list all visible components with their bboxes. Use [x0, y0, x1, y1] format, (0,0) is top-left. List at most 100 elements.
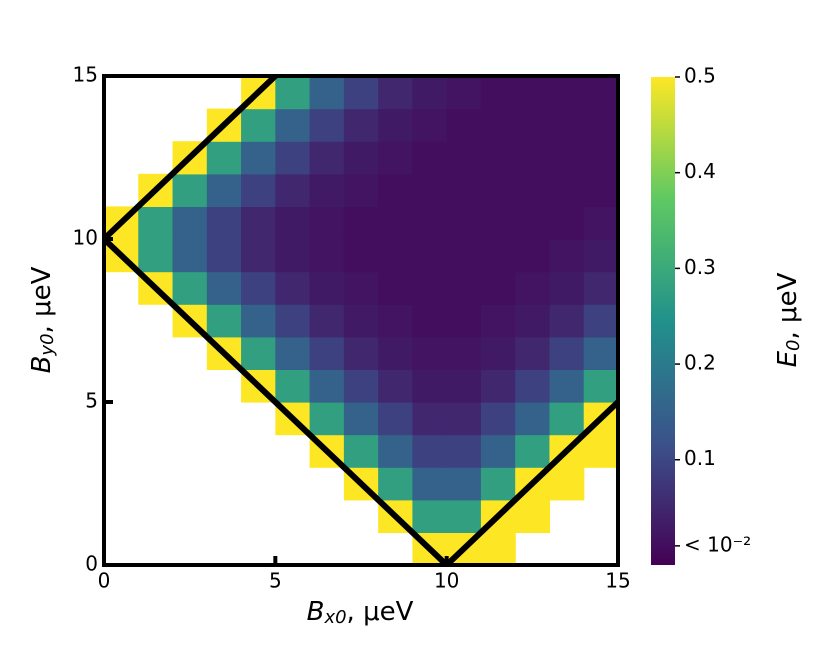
cell [378, 467, 413, 501]
x-tick-label: 5 [269, 569, 282, 593]
cell [480, 304, 516, 338]
x-tick-label: 0 [98, 569, 111, 593]
cell [378, 369, 413, 403]
y-label-sub: y0 [37, 333, 58, 356]
cell [446, 369, 482, 403]
cell [343, 336, 379, 370]
cell [206, 239, 242, 273]
cell [446, 173, 482, 207]
cell [378, 76, 413, 110]
cell [515, 173, 551, 207]
cell [275, 304, 311, 338]
cell [480, 271, 516, 305]
cell [583, 369, 618, 403]
cell [515, 239, 551, 273]
cell [412, 206, 448, 240]
cell [446, 402, 482, 436]
cell [515, 434, 551, 468]
cell [549, 239, 585, 273]
cell [241, 239, 276, 273]
cell [206, 206, 242, 240]
cell [275, 108, 311, 142]
cell [480, 108, 516, 142]
cell [206, 141, 242, 175]
cell [275, 206, 311, 240]
cell [172, 173, 208, 207]
cell [480, 206, 516, 240]
cell [412, 434, 448, 468]
cell [309, 173, 345, 207]
cell [378, 271, 413, 305]
cell [480, 402, 516, 436]
cell [515, 76, 551, 110]
cell [549, 206, 585, 240]
cell [515, 402, 551, 436]
boundary-line [444, 399, 618, 565]
cell [378, 173, 413, 207]
cell [583, 173, 618, 207]
cell [172, 239, 208, 273]
cell [309, 369, 345, 403]
cell [446, 304, 482, 338]
cell [583, 336, 618, 370]
cell [446, 108, 482, 142]
plot-frame [102, 74, 620, 567]
cell [343, 304, 379, 338]
x-axis-label: Bx0, μeV [307, 597, 414, 629]
cell [583, 434, 618, 468]
cell [412, 304, 448, 338]
cell [309, 271, 345, 305]
colorbar-label: E0, μeV [773, 272, 805, 367]
cell [412, 467, 448, 501]
cell [343, 76, 379, 110]
cell [549, 271, 585, 305]
cell [446, 206, 482, 240]
cell [378, 239, 413, 273]
cell [583, 271, 618, 305]
cell [446, 239, 482, 273]
cell [412, 141, 448, 175]
y-label-symbol: B [27, 356, 57, 374]
cell [206, 304, 242, 338]
y-tick-label: 0 [85, 552, 98, 576]
cell [480, 532, 516, 565]
heatmap [104, 76, 618, 565]
cell [583, 141, 618, 175]
cell [172, 206, 208, 240]
cell [378, 434, 413, 468]
cell [480, 336, 516, 370]
cell [343, 173, 379, 207]
colorbar-tick-label: 0.1 [684, 446, 716, 470]
x-label-sub: x0 [323, 607, 346, 628]
cell [480, 239, 516, 273]
cell [480, 141, 516, 175]
cell [549, 304, 585, 338]
cell [343, 141, 379, 175]
cell [343, 271, 379, 305]
cell [241, 173, 276, 207]
x-label-symbol: B [307, 597, 325, 627]
x-tick-label: 15 [605, 569, 630, 593]
cell [378, 206, 413, 240]
cell [446, 434, 482, 468]
cell [412, 76, 448, 110]
cell [446, 336, 482, 370]
cell [480, 173, 516, 207]
cell [515, 206, 551, 240]
cell [412, 499, 448, 533]
cell [515, 271, 551, 305]
cell [275, 271, 311, 305]
x-label-unit: , μeV [347, 597, 414, 627]
cell [241, 304, 276, 338]
y-tick-label: 5 [85, 389, 98, 413]
cell [241, 108, 276, 142]
cell [583, 304, 618, 338]
cell [549, 336, 585, 370]
cell [138, 239, 174, 273]
cell [549, 173, 585, 207]
cell [446, 467, 482, 501]
cell [515, 369, 551, 403]
cell [583, 76, 618, 110]
cell [309, 239, 345, 273]
cell [343, 108, 379, 142]
